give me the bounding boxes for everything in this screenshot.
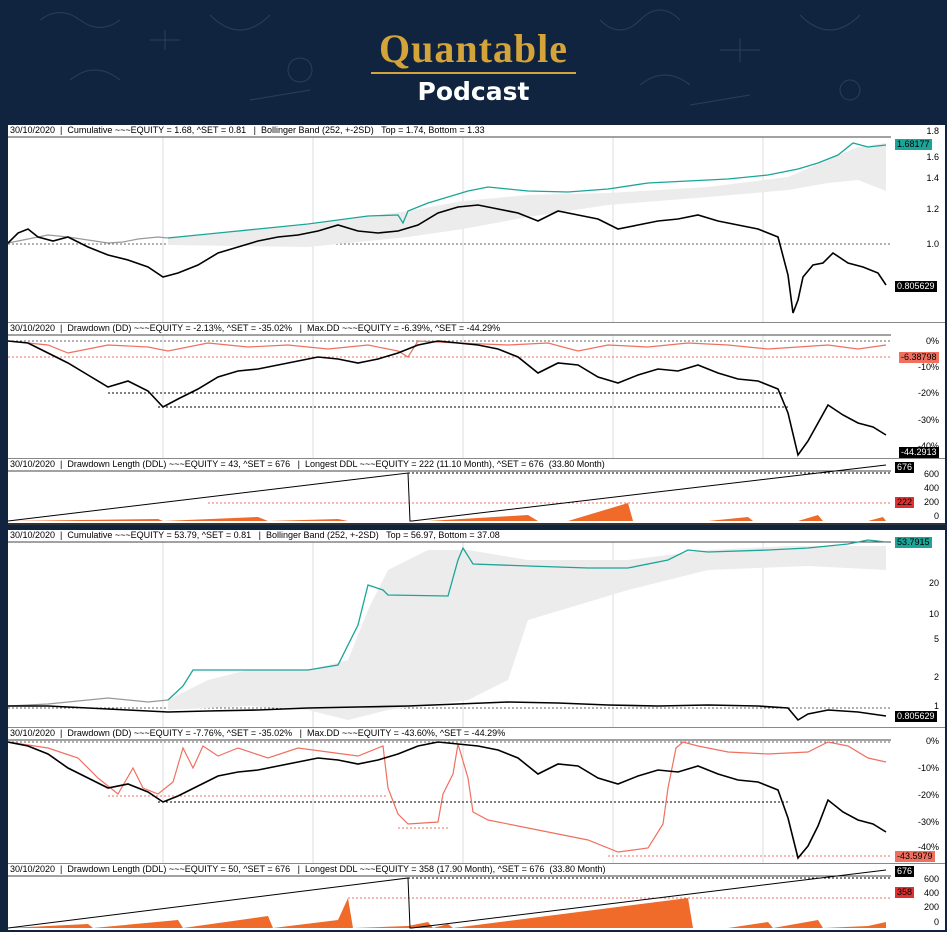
tick-label: 1.4: [926, 173, 939, 183]
set-ddl-badge: 676: [895, 866, 915, 877]
set-ddl-badge: 676: [895, 462, 915, 473]
set-line-bottom: [8, 701, 887, 722]
drawdown-axis-top: 0% -10% -20% -30% -40%: [892, 323, 945, 458]
drawdown-header-top: 30/10/2020 | Drawdown (DD) ~~~EQUITY = -…: [10, 323, 501, 333]
drawdown-panel-bottom: 30/10/2020 | Drawdown (DD) ~~~EQUITY = -…: [8, 728, 945, 864]
cumulative-axis-top: 1.8 1.6 1.4 1.2 1.0: [892, 125, 945, 322]
tick-label: -20%: [917, 790, 939, 800]
ddl-header-top: 30/10/2020 | Drawdown Length (DDL) ~~~EQ…: [10, 459, 605, 469]
ddl-panel-top: 30/10/2020 | Drawdown Length (DDL) ~~~EQ…: [8, 459, 945, 525]
set-ddl-line: [8, 464, 887, 522]
cumulative-plot-top: [8, 136, 891, 322]
drawdown-panel-top: 30/10/2020 | Drawdown (DD) ~~~EQUITY = -…: [8, 323, 945, 459]
cumulative-panel-top: 30/10/2020 | Cumulative ~~~EQUITY = 1.68…: [8, 125, 945, 323]
tick-label: -30%: [917, 415, 939, 425]
tick-label: 400: [923, 483, 939, 493]
ddl-plot-top: [8, 464, 891, 522]
drawdown-plot-bottom: [8, 739, 891, 863]
tick-label: -10%: [917, 763, 939, 773]
equity-line-bottom: [167, 539, 887, 701]
bollinger-band-bottom: [168, 546, 886, 720]
brand-subtitle: Podcast: [417, 77, 530, 106]
brand-title: Quantable: [378, 26, 569, 71]
ddl-header-bottom: 30/10/2020 | Drawdown Length (DDL) ~~~EQ…: [10, 864, 606, 874]
ddl-panel-bottom: 30/10/2020 | Drawdown Length (DDL) ~~~EQ…: [8, 864, 945, 930]
equity-line: [167, 142, 887, 239]
bollinger-band: [168, 143, 886, 247]
cumulative-header-top: 30/10/2020 | Cumulative ~~~EQUITY = 1.68…: [10, 125, 485, 135]
tick-label: 0%: [925, 336, 939, 346]
ddl-plot-bottom: [8, 869, 891, 929]
equity-ddl-badge: 358: [895, 887, 915, 898]
tick-label: 400: [923, 888, 939, 898]
tick-label: -10%: [917, 362, 939, 372]
equity-value-badge: 1.68177: [895, 139, 932, 150]
tick-label: 20: [928, 578, 939, 588]
set-drawdown-line-bottom: [8, 741, 887, 860]
background-formula-doodles: [39, 9, 861, 106]
equity-ddl-badge: 222: [895, 497, 915, 508]
equity-line-gray-bottom: [8, 697, 169, 707]
tick-label: 600: [923, 874, 939, 884]
chart-group-top: 30/10/2020 | Cumulative ~~~EQUITY = 1.68…: [8, 125, 945, 525]
tick-label: 1.8: [926, 126, 939, 136]
tick-label: 1: [933, 701, 939, 711]
equity-ddl-area: [8, 503, 886, 521]
ddl-axis-top: 600 400 200 0: [892, 459, 945, 523]
tick-label: 2: [933, 672, 939, 682]
tick-label: 5: [933, 634, 939, 644]
tick-label: -20%: [917, 388, 939, 398]
tick-label: -40%: [917, 441, 939, 451]
equity-drawdown-line-bottom: [8, 741, 887, 853]
tick-label: -30%: [917, 817, 939, 827]
set-value-badge: 0.805629: [895, 711, 937, 722]
drawdown-axis-bottom: 0% -10% -20% -30% -40%: [892, 728, 945, 863]
equity-drawdown-line: [8, 340, 887, 358]
cumulative-header-bottom: 30/10/2020 | Cumulative ~~~EQUITY = 53.7…: [10, 530, 500, 540]
set-line: [8, 204, 887, 314]
set-maxdd-badge: -44.2913: [899, 447, 939, 458]
drawdown-header-bottom: 30/10/2020 | Drawdown (DD) ~~~EQUITY = -…: [10, 728, 506, 738]
cumulative-axis-bottom: 20 10 5 2 1: [892, 530, 945, 727]
set-value-badge: 0.805629: [895, 281, 937, 292]
chart-group-bottom: 30/10/2020 | Cumulative ~~~EQUITY = 53.7…: [8, 530, 945, 930]
tick-label: 10: [928, 609, 939, 619]
equity-maxdd-badge: -43.5979: [895, 851, 935, 862]
brand-header: Quantable Podcast: [0, 28, 947, 106]
brand-underline: [371, 72, 576, 74]
tick-label: -40%: [917, 842, 939, 852]
tick-label: 200: [923, 902, 939, 912]
tick-label: 0%: [925, 736, 939, 746]
equity-maxdd-badge: -6.38798: [899, 352, 939, 363]
tick-label: 600: [923, 469, 939, 479]
equity-ddl-area-bottom: [8, 898, 886, 928]
drawdown-plot-top: [8, 334, 891, 458]
tick-label: 0: [933, 511, 939, 521]
tick-label: 1.6: [926, 152, 939, 162]
tick-label: 0: [933, 917, 939, 927]
tick-label: 200: [923, 497, 939, 507]
ddl-axis-bottom: 600 400 200 0: [892, 864, 945, 930]
tick-label: 1.2: [926, 204, 939, 214]
set-ddl-line-bottom: [8, 869, 887, 929]
cumulative-plot-bottom: [8, 539, 891, 727]
equity-value-badge: 53.7915: [895, 537, 932, 548]
tick-label: 1.0: [926, 239, 939, 249]
equity-line-gray: [8, 234, 169, 244]
cumulative-panel-bottom: 30/10/2020 | Cumulative ~~~EQUITY = 53.7…: [8, 530, 945, 728]
set-drawdown-line: [8, 340, 887, 457]
